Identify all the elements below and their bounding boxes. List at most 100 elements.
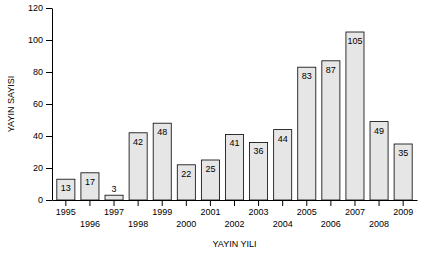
x-tick-label: 2000 <box>176 219 196 229</box>
data-label: 17 <box>85 177 95 187</box>
x-tick-mark <box>114 200 115 206</box>
y-tick: 60 <box>33 99 52 109</box>
x-axis: 1995 1996 1997 1998 1999 2000 2001 2002 2003 2004… <box>53 200 418 229</box>
y-tick: 40 <box>33 131 52 141</box>
x-tick-label: 2008 <box>369 219 389 229</box>
data-label: 49 <box>374 126 384 136</box>
bar <box>346 32 364 200</box>
y-axis-title: YAYIN SAYISI <box>6 76 16 133</box>
x-tick-mark <box>354 200 355 206</box>
data-label: 44 <box>278 134 288 144</box>
chart: 0 20 40 60 80 100 120 1995 1996 1997 1998 1999 2000 2… <box>0 0 429 254</box>
x-tick-label: 2007 <box>345 207 365 217</box>
x-tick-label: 1997 <box>104 207 124 217</box>
data-label: 22 <box>181 169 191 179</box>
x-tick: 2003 <box>249 200 269 217</box>
x-tick: 2000 <box>176 200 196 229</box>
y-tick-mark <box>46 200 52 201</box>
y-tick-mark <box>46 168 52 169</box>
x-tick-mark <box>403 200 404 206</box>
data-label: 41 <box>229 138 239 148</box>
x-tick: 2001 <box>200 200 220 217</box>
data-label: 48 <box>157 127 167 137</box>
data-labels: 13 17 3 42 48 22 25 41 36 44 83 87 105 49 35 <box>61 36 408 194</box>
y-tick-label: 100 <box>28 35 43 45</box>
y-axis-line <box>52 9 53 201</box>
data-label: 3 <box>112 184 117 194</box>
x-axis-title: YAYIN YILI <box>212 239 256 249</box>
data-label: 35 <box>398 148 408 158</box>
bar <box>298 67 316 200</box>
bar <box>105 195 123 200</box>
data-label: 83 <box>302 71 312 81</box>
x-tick-mark <box>89 200 90 206</box>
x-tick-mark <box>282 200 283 206</box>
bar <box>201 160 219 200</box>
x-tick: 2002 <box>224 200 244 229</box>
y-tick-label: 0 <box>38 195 43 205</box>
x-tick: 2009 <box>393 200 413 217</box>
x-tick-mark <box>330 200 331 206</box>
x-tick-mark <box>234 200 235 206</box>
x-tick-label: 2009 <box>393 207 413 217</box>
y-tick-mark <box>46 72 52 73</box>
data-label: 42 <box>133 137 143 147</box>
x-tick-label: 1995 <box>56 207 76 217</box>
x-tick: 2006 <box>321 200 341 229</box>
x-tick-label: 1998 <box>128 219 148 229</box>
y-tick-label: 60 <box>33 99 43 109</box>
data-label: 13 <box>61 183 71 193</box>
bar <box>153 123 171 200</box>
x-tick: 1998 <box>128 200 148 229</box>
x-tick-label: 2005 <box>297 207 317 217</box>
bar <box>274 130 292 200</box>
x-tick-mark <box>306 200 307 206</box>
y-tick-label: 20 <box>33 163 43 173</box>
x-tick: 2008 <box>369 200 389 229</box>
x-tick-mark <box>210 200 211 206</box>
data-label: 105 <box>347 36 362 46</box>
y-tick-mark <box>46 8 52 9</box>
x-tick-label: 2004 <box>273 219 293 229</box>
bar <box>129 133 147 200</box>
data-label: 36 <box>254 146 264 156</box>
x-tick-label: 2001 <box>200 207 220 217</box>
bar <box>394 144 412 200</box>
y-tick-mark <box>46 40 52 41</box>
y-axis: 0 20 40 60 80 100 120 <box>28 3 53 205</box>
y-tick-label: 40 <box>33 131 43 141</box>
bar <box>57 179 75 200</box>
bar <box>177 165 195 200</box>
x-tick: 2007 <box>345 200 365 217</box>
x-tick-label: 2006 <box>321 219 341 229</box>
y-tick: 120 <box>28 3 52 13</box>
data-label: 87 <box>326 65 336 75</box>
y-tick: 0 <box>38 195 52 205</box>
bar <box>250 142 268 200</box>
x-tick-mark <box>258 200 259 206</box>
x-tick-label: 1996 <box>80 219 100 229</box>
x-tick: 1995 <box>56 200 76 217</box>
y-tick: 20 <box>33 163 52 173</box>
x-tick: 2004 <box>273 200 293 229</box>
x-tick: 1999 <box>152 200 172 217</box>
x-tick: 1996 <box>80 200 100 229</box>
x-tick-mark <box>186 200 187 206</box>
y-tick-mark <box>46 136 52 137</box>
x-tick: 2005 <box>297 200 317 217</box>
bar <box>370 122 388 200</box>
data-label: 25 <box>205 164 215 174</box>
bar <box>225 134 243 200</box>
bar <box>81 173 99 200</box>
bar <box>322 61 340 200</box>
x-tick-label: 2002 <box>224 219 244 229</box>
x-tick-label: 1999 <box>152 207 172 217</box>
y-tick-mark <box>46 104 52 105</box>
x-tick-mark <box>65 200 66 206</box>
x-tick-label: 2003 <box>249 207 269 217</box>
x-tick: 1997 <box>104 200 124 217</box>
y-tick: 80 <box>33 67 52 77</box>
plot: 0 20 40 60 80 100 120 1995 1996 1997 1998 1999 2000 2… <box>28 3 418 229</box>
bars <box>57 32 412 200</box>
x-tick-mark <box>379 200 380 206</box>
